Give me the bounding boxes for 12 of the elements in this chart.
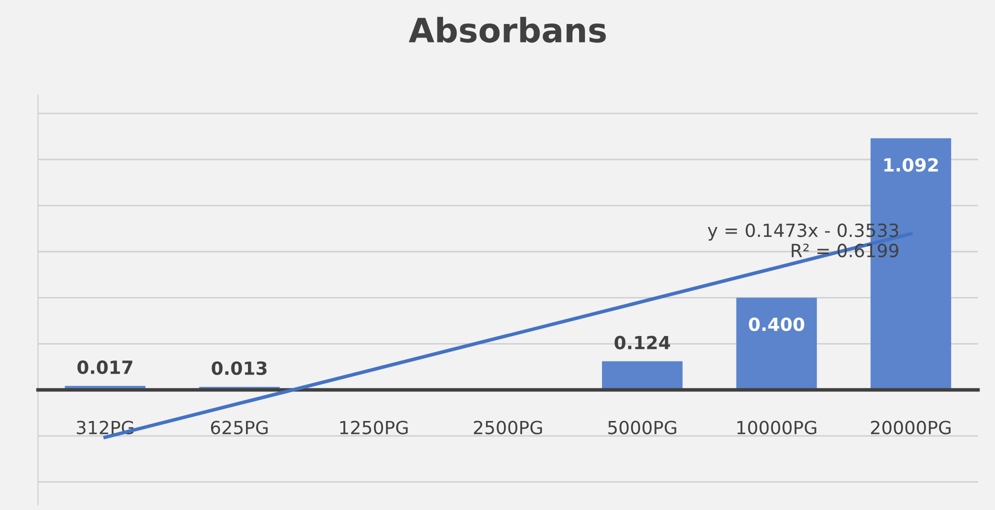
x-tick-label: 10000PG	[737, 420, 816, 434]
x-tick-label: 2500PG	[474, 420, 542, 434]
data-label: 0.017	[77, 360, 132, 374]
data-label: 1.092	[884, 158, 938, 172]
data-label: 0.400	[748, 317, 804, 332]
data-label: 0.124	[614, 336, 670, 350]
x-tick-label: 1250PG	[340, 420, 408, 434]
x-tick-label: 20000PG	[871, 420, 951, 434]
data-label: 0.013	[212, 361, 267, 376]
x-tick-label: 625PG	[211, 420, 268, 434]
x-tick-label: 5000PG	[608, 420, 676, 434]
chart-title: Absorbans	[408, 16, 606, 43]
